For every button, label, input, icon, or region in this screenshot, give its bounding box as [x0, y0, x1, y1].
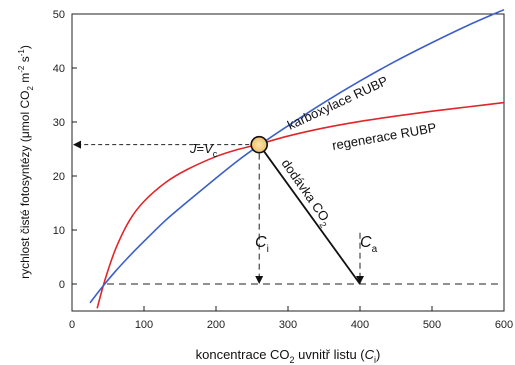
y-tick-label: 40	[53, 63, 65, 75]
label-dodavka: dodávka CO2	[276, 156, 335, 230]
x-axis-label: koncentrace CO2 uvnitř listu (Ci)	[196, 347, 381, 365]
x-tick-label: 600	[495, 319, 513, 331]
label-karboxylace: karboxylace RUBP	[285, 73, 390, 133]
series-line-karboxylace	[89, 8, 505, 304]
x-tick-label: 0	[69, 319, 75, 331]
series-line-dodavka	[258, 144, 361, 285]
y-axis-label: rychlost čisté fotosyntézy (μmol CO2 m-2…	[17, 45, 35, 279]
x-tick-label: 500	[423, 319, 441, 331]
x-tick-label: 200	[207, 319, 225, 331]
y-axis-ticks: 0 10 20 30 40 50	[53, 9, 77, 291]
x-tick-label: 400	[351, 319, 369, 331]
x-tick-label: 100	[135, 319, 153, 331]
intersection-marker	[250, 135, 269, 154]
label-regenerace: regenerace RUBP	[331, 120, 438, 153]
series-line-regenerace	[96, 101, 505, 309]
y-tick-label: 30	[53, 117, 65, 129]
y-tick-label: 50	[53, 9, 65, 21]
label-ci: Ci	[255, 234, 269, 255]
y-tick-label: 10	[53, 225, 65, 237]
y-tick-label: 20	[53, 171, 65, 183]
y-tick-label: 0	[59, 279, 65, 291]
label-ca: Ca	[360, 234, 378, 255]
x-tick-label: 300	[279, 319, 297, 331]
x-axis-ticks: 0 100 200 300 400 500 600	[69, 306, 513, 331]
label-j-vc: J=Vc	[189, 141, 218, 159]
